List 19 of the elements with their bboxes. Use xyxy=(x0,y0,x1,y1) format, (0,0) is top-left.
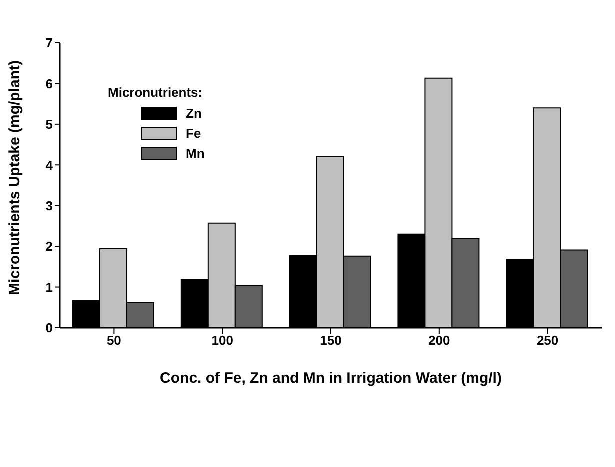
x-axis-title: Conc. of Fe, Zn and Mn in Irrigation Water (mg/l) xyxy=(160,370,502,387)
x-tick-label: 100 xyxy=(212,333,234,348)
legend-label: Zn xyxy=(186,106,202,120)
y-tick-label: 6 xyxy=(46,76,53,92)
y-axis-title: Micronutrients Uptake (mg/plant) xyxy=(6,60,24,296)
x-tick-label: 150 xyxy=(320,333,342,348)
legend-label: Mn xyxy=(186,146,205,160)
legend-label: Fe xyxy=(186,126,202,140)
y-tick-label: 2 xyxy=(46,239,53,254)
legend-title: Micronutrients: xyxy=(108,85,204,100)
y-tick-label: 0 xyxy=(46,320,53,336)
x-tick-label: 200 xyxy=(428,333,450,348)
y-tick-label: 5 xyxy=(46,117,53,132)
y-tick-label: 7 xyxy=(46,36,53,51)
x-tick-label: 50 xyxy=(106,333,122,348)
y-tick-label: 1 xyxy=(46,280,53,295)
y-tick-label: 4 xyxy=(46,158,54,173)
x-tick-label: 250 xyxy=(536,333,559,348)
y-tick-label: 3 xyxy=(46,198,53,214)
